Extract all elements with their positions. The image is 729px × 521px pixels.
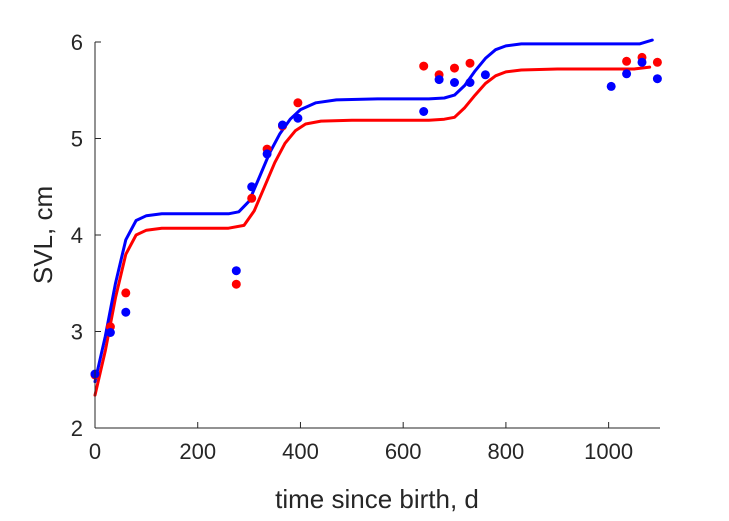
data-point-0-14	[652, 57, 662, 67]
y-axis-label: SVL, cm	[28, 186, 58, 284]
data-point-0-2	[121, 288, 131, 298]
data-point-0-8	[419, 61, 429, 71]
y-tick-label: 5	[71, 127, 83, 152]
data-point-1-16	[652, 74, 662, 84]
x-tick-label: 600	[385, 439, 422, 464]
data-point-1-12	[480, 70, 490, 80]
data-point-0-4	[247, 193, 257, 203]
data-point-0-11	[465, 58, 475, 68]
model-curve-0	[93, 65, 652, 397]
x-ticks: 0 200 400 600 800 1000	[89, 422, 633, 464]
data-point-1-10	[450, 78, 459, 87]
data-point-0-3	[231, 279, 241, 289]
x-axis-label: time since birth, d	[275, 484, 479, 514]
data-point-0-10	[450, 63, 459, 73]
data-point-1-5	[262, 149, 272, 159]
data-point-1-9	[434, 75, 444, 85]
data-point-1-8	[419, 107, 429, 116]
x-tick-label: 800	[488, 439, 525, 464]
data-point-1-2	[121, 307, 131, 317]
data-point-1-6	[278, 120, 287, 130]
model-curve-1	[93, 38, 654, 384]
x-tick-label: 0	[89, 439, 101, 464]
data-point-1-11	[465, 78, 475, 87]
x-tick-label: 200	[179, 439, 216, 464]
y-tick-label: 2	[71, 416, 83, 441]
data-point-1-15	[637, 57, 647, 67]
data-point-1-4	[247, 182, 257, 192]
data-point-1-1	[105, 328, 115, 337]
y-tick-label: 4	[71, 223, 83, 248]
y-ticks: 2 3 4 5 6	[71, 30, 101, 441]
x-tick-label: 400	[282, 439, 319, 464]
data-point-1-14	[622, 69, 632, 79]
x-tick-label: 1000	[584, 439, 633, 464]
y-tick-label: 6	[71, 30, 83, 55]
y-tick-label: 3	[71, 320, 83, 345]
data-point-0-7	[293, 98, 303, 108]
data-point-1-13	[606, 81, 616, 91]
plot-area	[90, 38, 662, 397]
data-point-1-3	[231, 266, 241, 276]
data-point-0-12	[622, 56, 632, 66]
data-point-1-7	[293, 113, 303, 123]
